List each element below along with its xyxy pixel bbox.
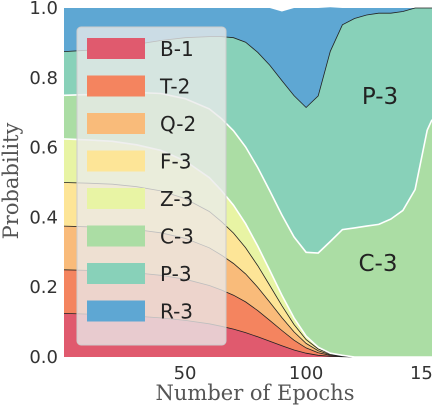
area-z-3 — [64, 138, 432, 357]
x-axis-label: Number of Epochs — [156, 381, 355, 405]
x-tick-label: 150 — [410, 363, 433, 384]
y-tick-label: 0.6 — [29, 138, 58, 159]
legend-swatch-t-2 — [87, 75, 145, 97]
legend-box — [76, 26, 227, 346]
y-tick-label: 0.4 — [29, 207, 58, 228]
y-axis-label: Probability — [0, 123, 23, 240]
area-c-3 — [64, 92, 432, 357]
legend-label-f-3: F-3 — [160, 150, 191, 174]
y-tick-label: 0.2 — [29, 277, 58, 298]
legend-label-r-3: R-3 — [160, 300, 193, 324]
x-tick-label: 100 — [289, 363, 323, 384]
legend-label-z-3: Z-3 — [160, 187, 193, 211]
legend: B-1 T-2 Q-2 F-3 Z-3 C-3 P-3 R-3 — [76, 26, 227, 346]
annotation-c3: C-3 — [359, 251, 398, 277]
legend-label-q-2: Q-2 — [160, 112, 196, 136]
y-tick-label: 0.0 — [29, 347, 58, 368]
legend-swatch-r-3 — [87, 300, 145, 322]
x-axis-ticks: 50 100 150 — [174, 363, 433, 384]
legend-swatch-c-3 — [87, 225, 145, 247]
legend-swatch-f-3 — [87, 150, 145, 172]
legend-label-b-1: B-1 — [160, 37, 194, 61]
legend-label-p-3: P-3 — [160, 262, 192, 286]
legend-swatch-q-2 — [87, 113, 145, 134]
legend-swatch-p-3 — [87, 263, 145, 284]
legend-label-t-2: T-2 — [159, 75, 190, 99]
legend-swatch-z-3 — [87, 188, 145, 209]
y-axis-ticks: 0.0 0.2 0.4 0.6 0.8 1.0 — [29, 0, 58, 368]
y-tick-label: 0.8 — [29, 68, 58, 89]
x-tick-label: 50 — [174, 363, 197, 384]
legend-swatch-b-1 — [87, 38, 145, 59]
annotation-p3: P-3 — [362, 84, 398, 110]
y-tick-label: 1.0 — [29, 0, 58, 19]
legend-label-c-3: C-3 — [160, 225, 194, 249]
